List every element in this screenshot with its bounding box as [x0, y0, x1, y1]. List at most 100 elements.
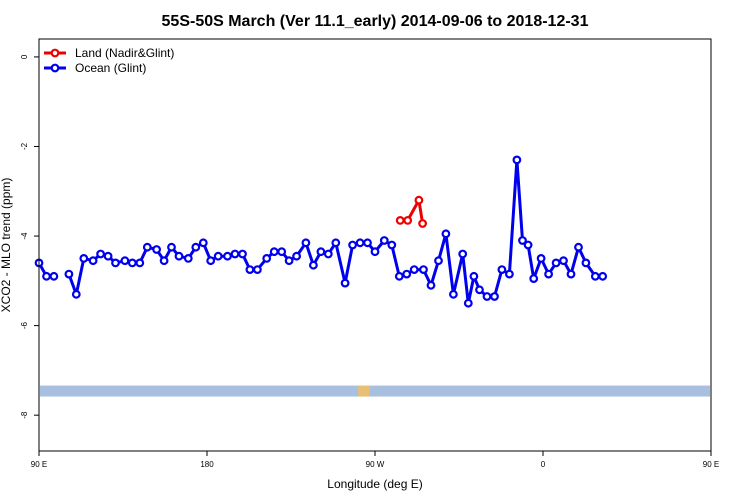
- y-axis-label: XCO2 - MLO trend (ppm): [0, 178, 13, 313]
- series-ocean-point: [598, 271, 608, 281]
- series-ocean-point: [127, 258, 137, 268]
- series-ocean-point: [323, 249, 333, 259]
- legend: Land (Nadir&Glint)Ocean (Glint): [44, 46, 174, 75]
- series-land-point: [403, 215, 413, 225]
- series-ocean-point: [269, 247, 279, 257]
- series-ocean-point: [79, 253, 89, 263]
- series-ocean-point: [152, 245, 162, 254]
- series-ocean-point: [475, 285, 484, 295]
- series-ocean-point: [135, 258, 145, 268]
- series-ocean-point: [482, 292, 492, 301]
- x-tick-label: 90 E: [31, 460, 47, 469]
- series-ocean-point: [284, 256, 294, 266]
- series-ocean-point: [434, 256, 443, 266]
- series-ocean-point: [559, 256, 568, 266]
- series-ocean-point: [198, 238, 208, 248]
- series-ocean-point: [387, 240, 397, 250]
- series-ocean-point: [544, 269, 553, 279]
- series-ocean-point: [206, 256, 216, 266]
- x-tick-label: 90 W: [366, 460, 385, 469]
- series-ocean-point: [348, 240, 358, 250]
- y-tick-label: -2: [20, 142, 29, 150]
- series-ocean-point: [551, 258, 561, 268]
- series-ocean-point: [49, 271, 59, 281]
- series-ocean-point: [523, 240, 533, 250]
- series-ocean-point: [574, 242, 583, 252]
- series-ocean-point: [529, 274, 539, 284]
- series-ocean-point: [379, 236, 389, 245]
- series-ocean-point: [42, 271, 51, 281]
- series-ocean-point: [566, 269, 576, 279]
- land-coverage-marker: [358, 385, 370, 397]
- series-ocean-point: [581, 258, 591, 268]
- series-ocean-point: [402, 269, 412, 279]
- legend-swatch-marker: [50, 48, 60, 58]
- series-ocean-point: [497, 265, 507, 275]
- data-coverage-bar: [40, 385, 710, 397]
- chart-title: 55S-50S March (Ver 11.1_early) 2014-09-0…: [162, 13, 589, 30]
- series-ocean-point: [245, 265, 255, 275]
- series-ocean-point: [111, 258, 120, 268]
- series-ocean-point: [394, 271, 404, 281]
- y-tick-label: 0: [20, 54, 29, 59]
- series-ocean-point: [301, 238, 311, 248]
- series-ocean-point: [88, 256, 98, 266]
- series-ocean-point: [419, 265, 428, 275]
- series-land-point: [414, 195, 424, 205]
- series-ocean-point: [71, 289, 81, 299]
- series-ocean-point: [490, 292, 499, 301]
- series-ocean-point: [355, 238, 365, 248]
- series-ocean-point: [512, 155, 522, 165]
- series-ocean-point: [536, 253, 546, 263]
- series-ocean-point: [331, 238, 341, 248]
- series-ocean-point: [262, 253, 272, 263]
- legend-label: Land (Nadir&Glint): [75, 46, 174, 60]
- series-ocean-point: [370, 247, 380, 257]
- x-axis-label: Longitude (deg E): [327, 477, 422, 491]
- series-ocean-point: [463, 298, 473, 308]
- series-ocean-point: [213, 251, 223, 261]
- series-ocean-point: [505, 269, 514, 279]
- series-ocean-point: [518, 236, 527, 245]
- series-ocean-point: [64, 269, 74, 279]
- series-land-point: [418, 219, 428, 228]
- legend-label: Ocean (Glint): [75, 61, 146, 75]
- series-ocean-point: [183, 253, 193, 263]
- legend-swatch-marker: [50, 63, 60, 73]
- series-ocean-point: [238, 249, 247, 259]
- series-ocean-point: [174, 251, 184, 261]
- x-tick-label: 90 E: [703, 460, 719, 469]
- series-ocean-point: [441, 229, 451, 239]
- series-ocean-point: [230, 249, 240, 259]
- series-ocean-point: [142, 242, 152, 252]
- series-ocean-point: [167, 242, 176, 252]
- series-ocean-point: [277, 247, 287, 257]
- series-ocean-point: [223, 251, 232, 261]
- series-ocean-point: [191, 242, 201, 252]
- y-tick-label: -6: [20, 322, 29, 330]
- series-ocean-line: [67, 158, 603, 305]
- series-ocean-point: [96, 249, 105, 259]
- series-ocean-point: [458, 249, 468, 259]
- x-tick-label: 0: [541, 460, 546, 469]
- series-ocean-point: [316, 247, 326, 257]
- series-ocean-point: [409, 265, 419, 275]
- y-tick-label: -8: [20, 411, 29, 419]
- series-ocean-point: [449, 289, 458, 299]
- series-ocean-point: [120, 256, 130, 266]
- series-ocean-point: [292, 251, 302, 261]
- series-ocean-point: [590, 271, 600, 281]
- plot-frame: [38, 38, 712, 452]
- x-tick-label: 180: [200, 460, 214, 469]
- series-ocean-point: [469, 271, 479, 281]
- series-ocean-point: [340, 278, 350, 288]
- y-tick-label: -4: [20, 232, 29, 240]
- series-ocean-point: [252, 265, 262, 275]
- series-ocean-point: [426, 280, 436, 290]
- series-land-point: [395, 215, 405, 225]
- series-ocean-point: [103, 251, 113, 261]
- series-ocean-point: [363, 238, 372, 248]
- series-ocean-point: [159, 256, 169, 266]
- plot-area: 0 -2 -4 -6 -8 90 E 180 90 W 0 90 E: [20, 54, 719, 469]
